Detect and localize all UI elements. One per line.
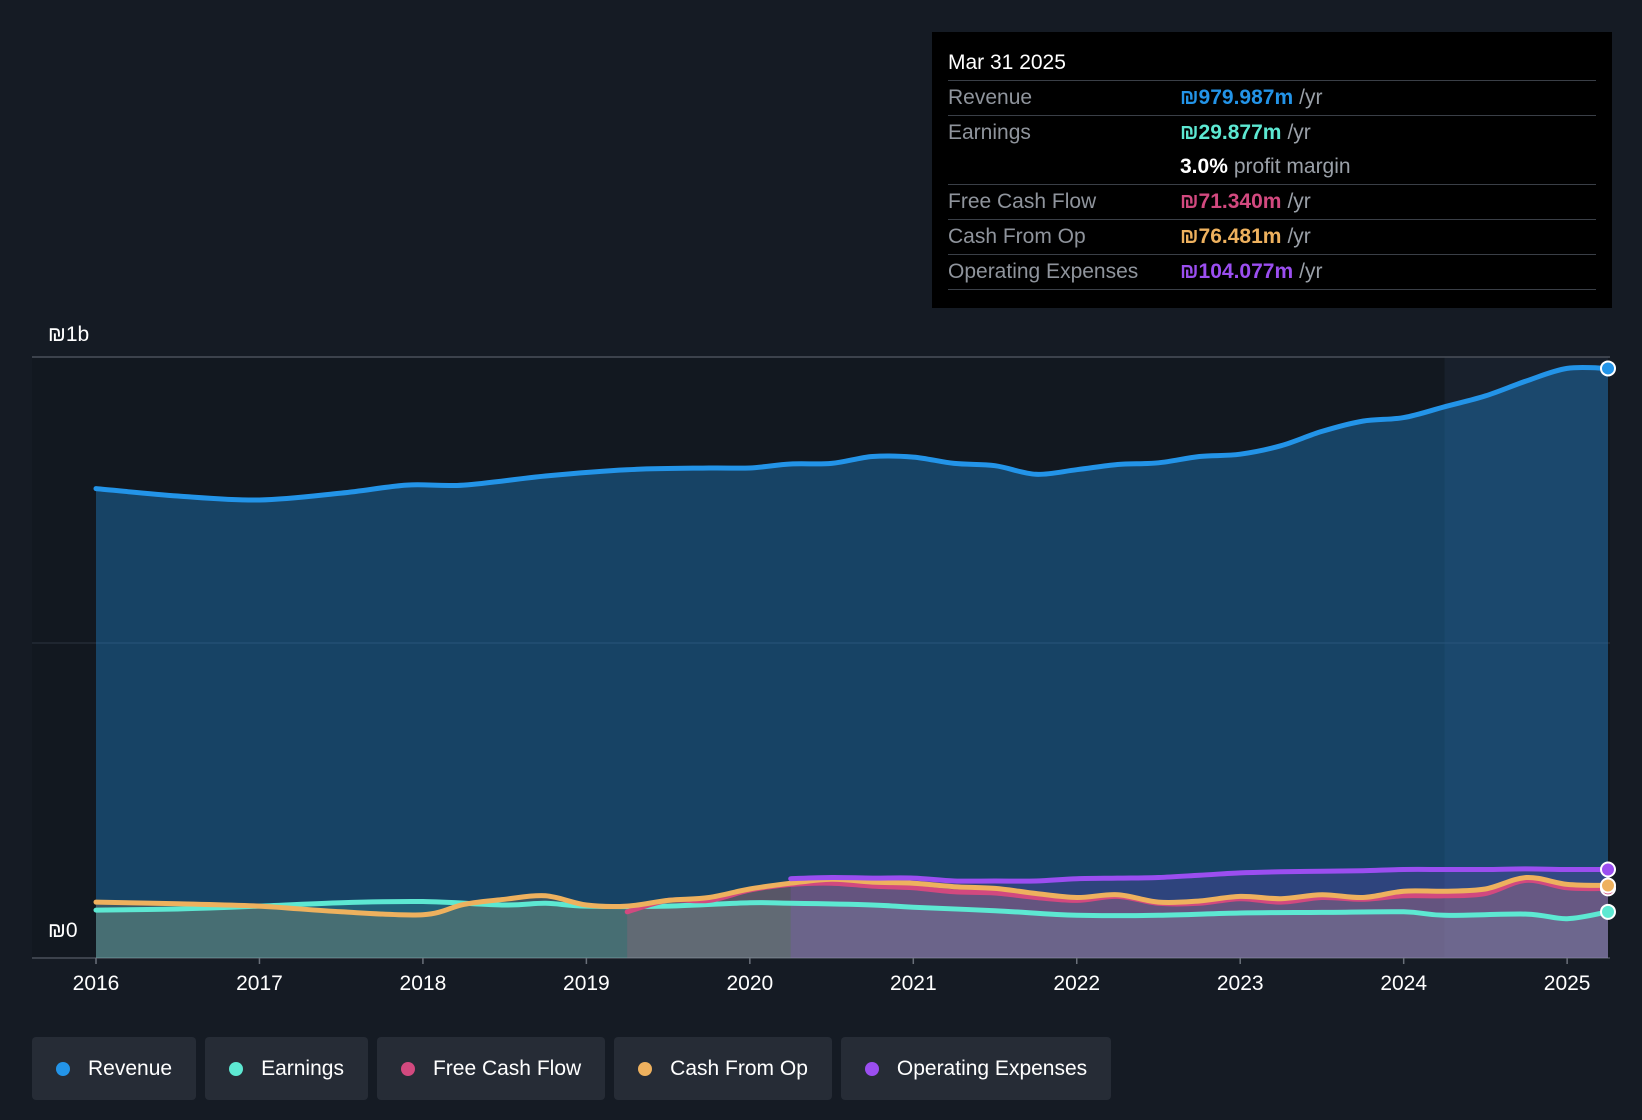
tooltip-row-value: ₪71.340m [1180, 190, 1282, 213]
legend-item-free-cash-flow[interactable]: Free Cash Flow [376, 1037, 606, 1100]
x-tick-label: 2021 [890, 972, 937, 995]
endpoint-revenue [1600, 360, 1616, 377]
plot-area [32, 357, 1610, 958]
line-revenue [93, 364, 1611, 503]
series-lines [93, 364, 1611, 922]
legend: Revenue Earnings Free Cash Flow Cash From O… [32, 1037, 1112, 1100]
x-tick-label: 2023 [1217, 972, 1264, 995]
tooltip-row-unit: /yr [1287, 225, 1311, 248]
tooltip-row: 3.0% profit margin [948, 150, 1596, 184]
legend-item-operating-expenses[interactable]: Operating Expenses [840, 1037, 1112, 1100]
tooltip-date: Mar 31 2025 [948, 51, 1066, 74]
tooltip-row-value: ₪979.987m [1180, 86, 1294, 109]
tooltip-row-value: ₪29.877m [1180, 121, 1282, 144]
tooltip-row: Revenue ₪979.987m/yr [948, 80, 1596, 115]
legend-dot-icon [400, 1061, 415, 1076]
x-tick-label: 2025 [1544, 972, 1591, 995]
plot-background [32, 357, 1610, 958]
line-cash-from-op [93, 874, 1611, 918]
x-tick-label: 2019 [563, 972, 610, 995]
tooltip-row-unit: /yr [1299, 86, 1323, 109]
line-earnings [93, 898, 1611, 922]
legend-item-revenue[interactable]: Revenue [32, 1037, 197, 1100]
series-endpoints [1600, 360, 1616, 920]
tooltip-row: Earnings ₪29.877m/yr [948, 115, 1596, 150]
tooltip-row-label: Earnings [948, 121, 1031, 144]
tooltip-rows: Revenue ₪979.987m/yr Earnings ₪29.877m/yr 3.… [948, 80, 1596, 290]
tooltip-row-label: Cash From Op [948, 225, 1086, 248]
tooltip-row-unit: /yr [1287, 190, 1311, 213]
tooltip-row: Operating Expenses ₪104.077m/yr [948, 254, 1596, 290]
legend-dot-icon [638, 1061, 653, 1076]
tooltip-row-unit: /yr [1287, 121, 1311, 144]
tooltip-row: Cash From Op ₪76.481m/yr [948, 219, 1596, 254]
legend-item-cash-from-op[interactable]: Cash From Op [614, 1037, 832, 1100]
legend-label: Operating Expenses [896, 1056, 1088, 1080]
tooltip-row-label: Free Cash Flow [948, 190, 1097, 213]
tooltip-panel: Mar 31 2025 Revenue ₪979.987m/yr Earnings ₪… [932, 32, 1612, 308]
legend-label: Free Cash Flow [432, 1056, 582, 1080]
forecast-highlight [1444, 357, 1608, 958]
tooltip-row-label: Operating Expenses [948, 260, 1139, 283]
tooltip-row-unit: profit margin [1233, 155, 1351, 178]
legend-dot-icon [864, 1061, 879, 1076]
x-tick-label: 2022 [1053, 972, 1100, 995]
x-tick-label: 2016 [73, 972, 120, 995]
endpoint-operating-expenses [1600, 861, 1616, 878]
series-areas [96, 367, 1608, 958]
axes: ₪1b ₪0 2016 2017 2018 2019 2020 2021 2022 2023 202… [48, 323, 1590, 995]
legend-dot-icon [229, 1061, 244, 1076]
x-tick-label: 2024 [1380, 972, 1427, 995]
legend-dot-icon [56, 1061, 70, 1076]
legend-item-earnings[interactable]: Earnings [205, 1037, 368, 1100]
legend-label: Revenue [88, 1056, 173, 1080]
tooltip-row-label [948, 150, 1180, 184]
tooltip-row-value: ₪104.077m [1180, 260, 1294, 283]
x-tick-label: 2020 [726, 972, 773, 995]
x-tick-label: 2017 [236, 972, 283, 995]
y-label-zero: ₪0 [48, 919, 78, 942]
legend-label: Earnings [261, 1056, 344, 1080]
area-revenue [96, 367, 1608, 958]
y-label-top: ₪1b [48, 323, 89, 346]
grid [32, 356, 1610, 959]
legend-label: Cash From Op [670, 1056, 808, 1080]
tooltip-row: Free Cash Flow ₪71.340m/yr [948, 184, 1596, 219]
tooltip-row-unit: /yr [1299, 260, 1323, 283]
x-tick-label: 2018 [400, 972, 447, 995]
tooltip-row-label: Revenue [948, 86, 1033, 109]
endpoint-earnings [1600, 903, 1616, 920]
tooltip-row-value: 3.0% [1180, 155, 1228, 178]
line-operating-expenses [788, 866, 1611, 884]
tooltip-row-value: ₪76.481m [1180, 225, 1282, 248]
endpoint-cash-from-op [1600, 877, 1616, 894]
